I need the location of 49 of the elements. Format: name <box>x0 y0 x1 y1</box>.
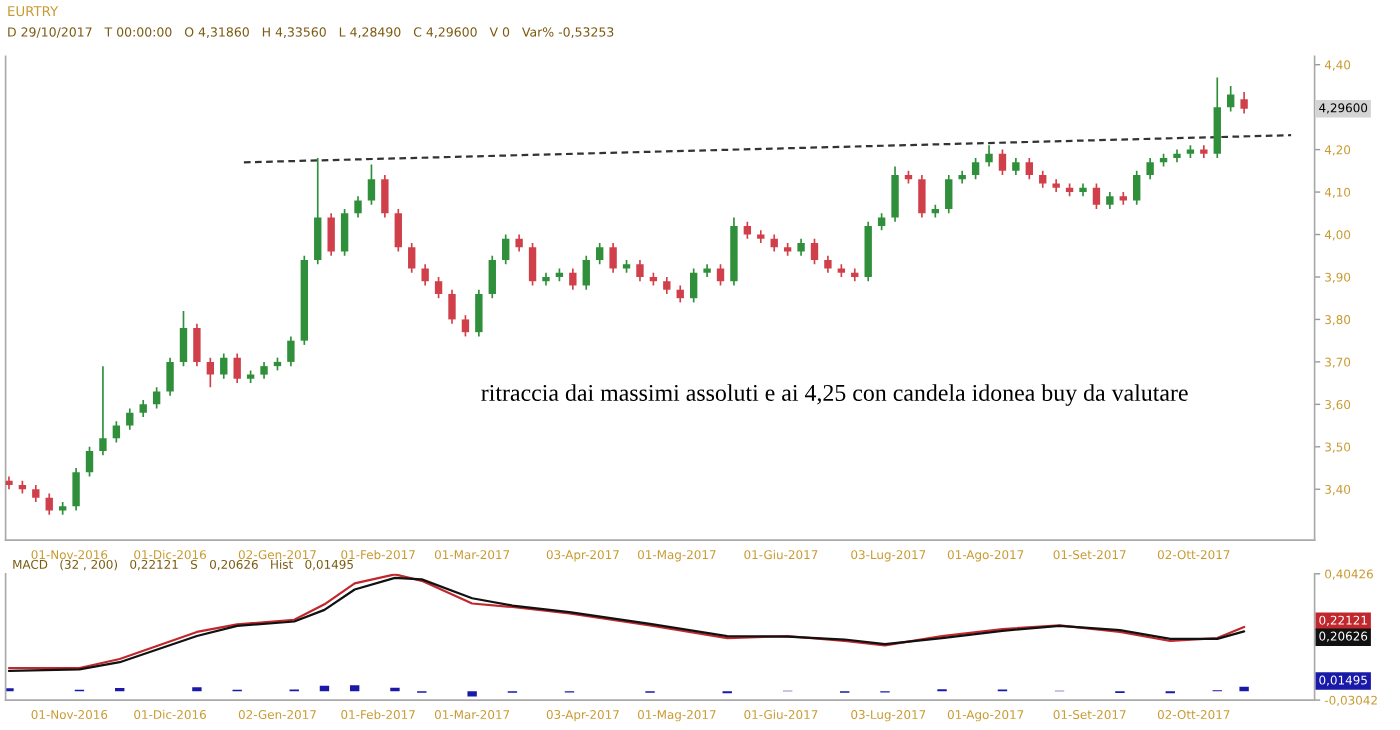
candlestick <box>72 467 80 512</box>
candlestick <box>327 212 335 257</box>
candlestick <box>918 174 926 219</box>
candlestick <box>689 267 698 304</box>
candlestick <box>314 157 322 266</box>
candlestick <box>1146 157 1154 181</box>
annotation: ritraccia dai massimi assoluti e ai 4,25 con candela idonea buy da valutare <box>481 384 1188 406</box>
candlestick <box>126 407 134 431</box>
candlestick <box>354 195 362 219</box>
candlestick <box>488 254 496 300</box>
candlestick <box>569 267 577 291</box>
candlestick <box>287 335 295 367</box>
candlestick <box>595 242 604 266</box>
candlestick <box>609 242 617 274</box>
candlestick <box>421 263 429 287</box>
candlestick <box>971 157 980 181</box>
candlestick <box>99 365 107 457</box>
candlestick <box>1092 182 1101 210</box>
candlestick <box>528 242 537 287</box>
candlestick <box>716 263 725 287</box>
candlestick <box>1133 170 1141 206</box>
candlestick <box>475 288 483 338</box>
candlestick <box>233 352 241 384</box>
candlestick <box>166 356 174 397</box>
candlestick <box>340 208 349 257</box>
candlestick <box>810 237 819 266</box>
candlestick <box>448 288 456 325</box>
candlestick <box>461 314 470 338</box>
candlestick <box>1025 157 1033 181</box>
candlestick <box>85 445 94 478</box>
candlestick <box>206 356 215 389</box>
candlestick <box>408 242 416 274</box>
candlestick <box>434 276 443 300</box>
candlestick <box>891 165 899 223</box>
candlestick <box>394 208 402 253</box>
candlestick <box>582 254 590 291</box>
candlestick <box>193 322 201 367</box>
candlestick <box>179 310 188 367</box>
candlestick <box>636 259 644 283</box>
candlestick <box>998 148 1007 176</box>
candlestick <box>945 174 953 215</box>
candlestick <box>381 174 389 219</box>
candlestick <box>502 233 510 266</box>
candlestick <box>1240 91 1248 115</box>
candlestick <box>1213 76 1221 159</box>
candlestick <box>367 163 376 206</box>
candlestick <box>985 144 993 168</box>
candlestick <box>1227 85 1235 113</box>
candlestick <box>220 352 228 380</box>
